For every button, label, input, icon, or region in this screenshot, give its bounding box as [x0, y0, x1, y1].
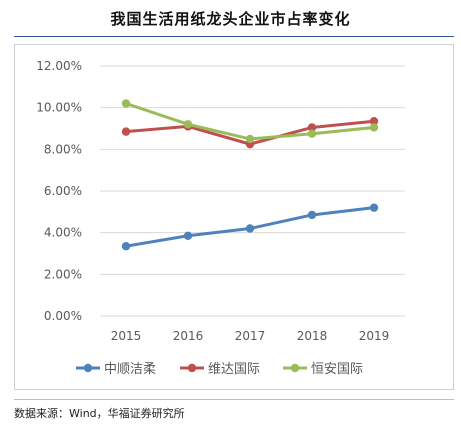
data-point: [245, 134, 255, 144]
x-tick-label: 2017: [235, 329, 266, 343]
y-tick-label: 8.00%: [44, 142, 82, 156]
data-point: [307, 210, 317, 220]
data-point: [245, 224, 255, 233]
data-point: [121, 242, 131, 251]
x-tick-label: 2018: [297, 329, 328, 343]
x-tick-label: 2015: [111, 329, 142, 343]
y-tick-label: 10.00%: [36, 101, 82, 115]
y-tick-label: 6.00%: [44, 184, 82, 198]
source-note: 数据来源：Wind，华福证券研究所: [14, 407, 185, 420]
legend-label: 维达国际: [208, 362, 260, 377]
y-tick-label: 12.00%: [36, 59, 82, 73]
data-point: [121, 127, 131, 136]
y-tick-label: 0.00%: [44, 309, 82, 323]
chart-title: 我国生活用纸龙头企业市占率变化: [110, 10, 351, 28]
chart-frame: [14, 44, 454, 390]
data-point: [183, 120, 193, 129]
x-tick-label: 2016: [173, 329, 204, 343]
title-divider: [14, 36, 454, 37]
x-tick-label: 2019: [359, 329, 390, 343]
data-point: [121, 99, 131, 108]
legend-swatch-marker: [187, 363, 197, 373]
data-point: [307, 123, 317, 132]
series-line-3: [125, 102, 375, 141]
data-point: [369, 117, 379, 126]
y-tick-label: 4.00%: [44, 226, 82, 240]
y-tick-label: 2.00%: [44, 267, 82, 281]
data-point: [307, 129, 317, 138]
source-divider: [14, 399, 454, 400]
data-point: [183, 231, 193, 240]
data-point: [369, 203, 379, 212]
legend-swatch-marker: [290, 363, 300, 373]
legend-swatch-marker: [83, 363, 93, 373]
legend-label: 恒安国际: [311, 362, 363, 377]
data-point: [369, 123, 379, 132]
legend-label: 中顺洁柔: [104, 362, 156, 377]
